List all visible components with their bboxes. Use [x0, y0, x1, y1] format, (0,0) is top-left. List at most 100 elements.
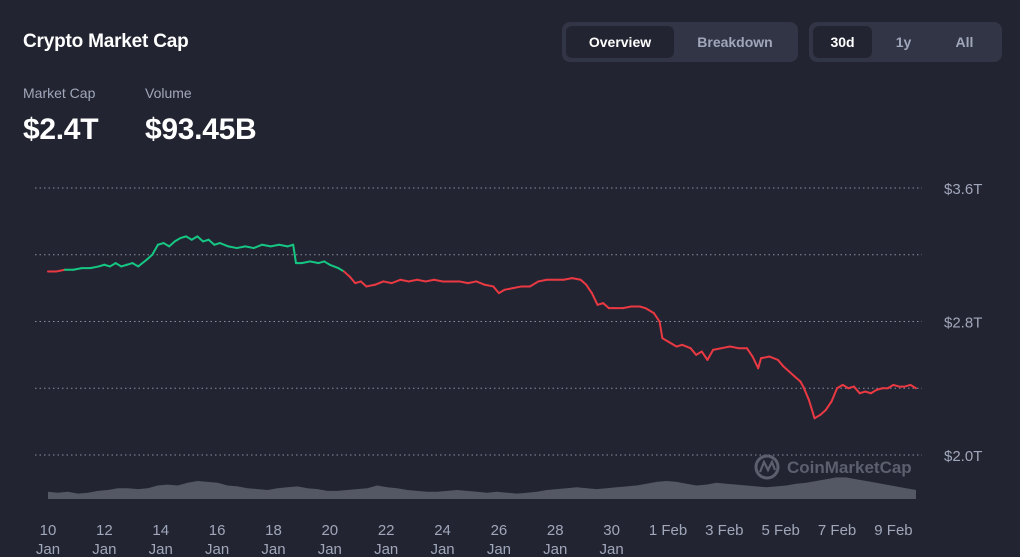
line-segment: [359, 280, 368, 288]
line-segment: [658, 320, 664, 340]
line-segment: [720, 345, 731, 350]
line-segment: [652, 312, 661, 323]
line-segment: [621, 305, 633, 310]
x-tick-label: Jan: [36, 541, 60, 557]
line-segment: [131, 262, 140, 268]
line-segment: [328, 263, 340, 270]
line-segment: [681, 343, 692, 350]
range-all-button[interactable]: All: [955, 34, 974, 50]
line-segment: [235, 245, 247, 250]
line-segment: [537, 278, 548, 283]
x-tick-label: 16: [209, 522, 226, 539]
line-segment: [475, 280, 486, 286]
line-segment: [667, 340, 678, 348]
line-segment: [802, 385, 810, 401]
x-tick-label: Jan: [261, 541, 285, 557]
line-segment: [309, 260, 320, 265]
tab-overview[interactable]: Overview: [566, 26, 674, 58]
line-segment: [252, 243, 264, 250]
watermark: CoinMarketCap: [754, 454, 912, 480]
line-segment: [292, 243, 297, 265]
x-tick-label: Jan: [600, 541, 624, 557]
line-segment: [382, 280, 393, 285]
line-segment: [782, 365, 791, 373]
volume-label: Volume: [145, 85, 192, 101]
x-tick-label: 7 Feb: [818, 522, 856, 539]
market-cap-label: Market Cap: [23, 85, 96, 101]
line-segment: [196, 235, 204, 243]
range-toggle: 30d 1y All: [809, 22, 1002, 62]
x-tick-label: 5 Feb: [762, 522, 800, 539]
line-segment: [337, 267, 345, 273]
x-tick-label: Jan: [205, 541, 229, 557]
line-segment: [695, 350, 703, 356]
x-tick-label: 26: [491, 522, 508, 539]
range-1y-button[interactable]: 1y: [895, 34, 912, 50]
line-segment: [168, 240, 176, 248]
x-tick-label: 20: [321, 522, 338, 539]
line-segment: [824, 400, 833, 411]
line-segment: [207, 238, 216, 246]
market-cap-value: $2.4T: [23, 113, 99, 146]
line-segment: [528, 280, 540, 288]
line-segment: [869, 388, 878, 395]
line-segment: [390, 278, 402, 285]
line-segment: [503, 287, 514, 291]
line-segment: [137, 258, 148, 268]
x-tick-label: Jan: [430, 541, 454, 557]
line-segment: [407, 278, 419, 283]
tab-breakdown[interactable]: Breakdown: [697, 34, 773, 50]
range-30d-button[interactable]: 30d: [813, 26, 872, 58]
line-segment: [644, 307, 655, 315]
line-segment: [700, 350, 709, 361]
line-segment: [466, 280, 478, 285]
line-segment: [760, 355, 771, 360]
watermark-text: CoinMarketCap: [787, 458, 912, 477]
line-segment: [602, 302, 610, 310]
y-axis: $3.6T $2.8T $2.0T: [944, 181, 982, 465]
x-tick-label: 30: [603, 522, 620, 539]
x-tick-label: 1 Feb: [649, 522, 687, 539]
x-tick-label: Jan: [318, 541, 342, 557]
line-segment: [830, 387, 839, 403]
line-segment: [261, 243, 272, 248]
volume-stat: Volume $93.45B: [145, 85, 257, 147]
line-segment: [729, 345, 740, 350]
line-segment: [757, 357, 762, 370]
price-line: [47, 235, 917, 420]
x-tick-label: 3 Feb: [705, 522, 743, 539]
line-segment: [162, 242, 171, 248]
line-segment: [227, 245, 238, 250]
line-segment: [483, 283, 495, 288]
line-segment: [909, 383, 917, 390]
line-segment: [712, 347, 723, 351]
line-segment: [492, 285, 500, 295]
line-segment: [190, 235, 199, 241]
line-segment: [114, 262, 123, 268]
line-segment: [458, 280, 469, 285]
x-tick-label: Jan: [543, 541, 567, 557]
line-segment: [819, 408, 827, 416]
line-segment: [424, 278, 436, 283]
line-segment: [813, 413, 822, 420]
x-tick-label: Jan: [92, 541, 116, 557]
line-segment: [751, 355, 760, 370]
x-axis: 10 Jan 12 Jan 14 Jan 16 Jan 18 Jan 20 Jan 22 Jan 24 Jan…: [36, 522, 913, 557]
line-segment: [244, 245, 255, 250]
y-tick-label: $3.6T: [944, 181, 982, 198]
view-toggle: Overview Breakdown: [562, 22, 798, 62]
line-segment: [89, 265, 100, 270]
volume-area: [48, 477, 916, 499]
line-segment: [348, 275, 357, 285]
line-segment: [768, 355, 779, 361]
line-segment: [689, 347, 698, 356]
line-segment: [300, 260, 312, 265]
y-tick-label: $2.8T: [944, 315, 982, 332]
line-segment: [173, 237, 182, 243]
x-tick-label: 12: [96, 522, 113, 539]
x-tick-label: 10: [40, 522, 57, 539]
y-tick-label: $2.0T: [944, 448, 982, 465]
line-segment: [323, 260, 331, 266]
line-segment: [512, 285, 523, 290]
